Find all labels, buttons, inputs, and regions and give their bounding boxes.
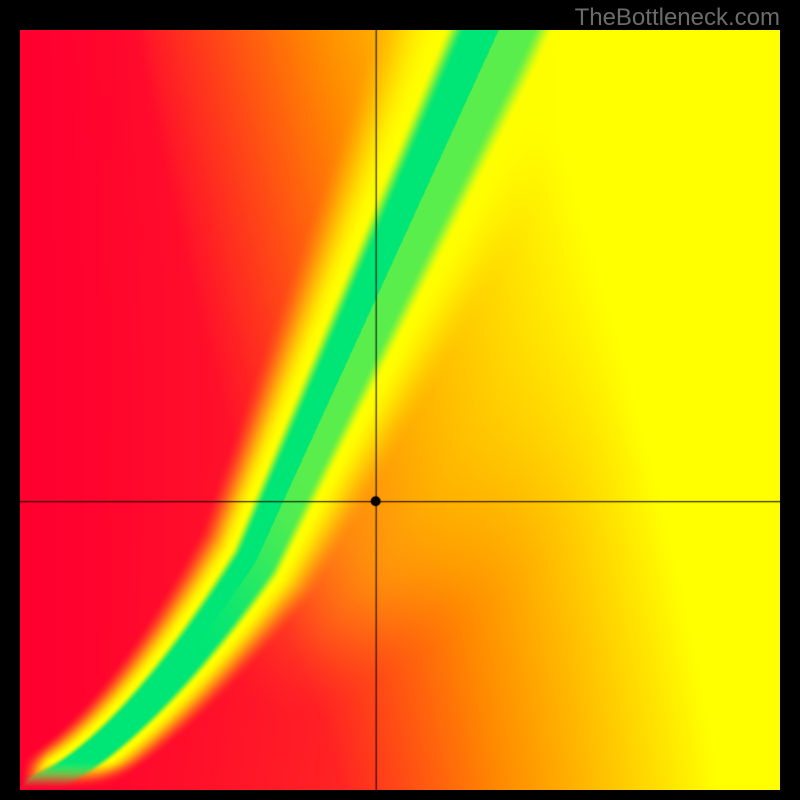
- chart-container: TheBottleneck.com: [0, 0, 800, 800]
- heatmap-chart: [20, 30, 780, 790]
- watermark-label: TheBottleneck.com: [575, 4, 780, 32]
